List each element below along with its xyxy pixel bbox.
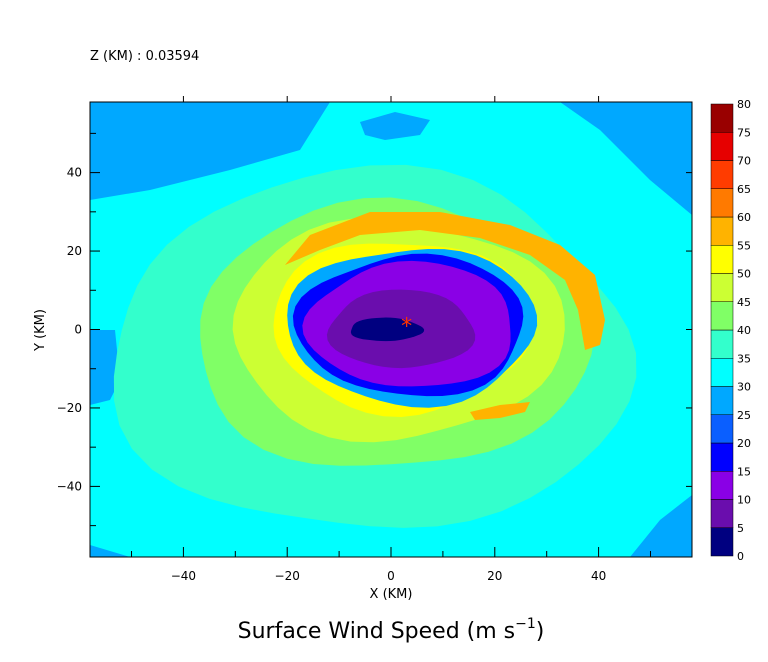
colorbar-label: 75 (737, 126, 751, 139)
colorbar-swatch (710, 499, 734, 528)
band-55-60-1 (470, 402, 530, 420)
colorbar-swatch (710, 527, 734, 557)
colorbar-swatch (710, 103, 734, 133)
contour-layers (113, 164, 637, 528)
corner-region-1 (560, 102, 692, 215)
y-tick-label: 0 (74, 323, 82, 337)
x-tick-label: 40 (591, 569, 606, 583)
colorbar-label: 60 (737, 211, 751, 224)
y-axis-ticks: −40 −20 0 20 40 (57, 132, 692, 527)
colorbar: 0 5 10 15 20 25 30 35 40 45 50 55 60 65 70 75 80 (710, 98, 751, 563)
colorbar-swatch (710, 386, 734, 415)
corner-region-2 (90, 330, 120, 405)
x-axis-ticks: −40 −20 0 20 40 (131, 96, 651, 583)
colorbar-label: 30 (737, 381, 751, 394)
colorbar-swatch (710, 216, 734, 246)
colorbar-swatch (710, 132, 734, 161)
band-55-60-0 (285, 212, 605, 350)
y-tick-label: 20 (67, 244, 82, 258)
corner-region-0 (90, 102, 330, 200)
colorbar-label: 55 (737, 239, 751, 252)
chart-title-main: Surface Wind Speed (m s (238, 619, 516, 644)
colorbar-label: 80 (737, 98, 751, 111)
colorbar-label: 10 (737, 494, 751, 507)
colorbar-label: 5 (737, 522, 744, 535)
chart-title-exponent: −1 (515, 616, 536, 632)
colorbar-label: 20 (737, 437, 751, 450)
colorbar-swatch (710, 358, 734, 387)
colorbar-swatch (710, 414, 734, 444)
colorbar-label: 25 (737, 409, 751, 422)
corner-regions (90, 102, 692, 557)
x-axis-label: X (KM) (370, 587, 413, 602)
y-tick-label: 40 (67, 166, 82, 180)
x-tick-label: −40 (171, 569, 196, 583)
colorbar-swatch (710, 273, 734, 302)
y-axis-label: Y (KM) (33, 309, 48, 352)
x-tick-label: −20 (275, 569, 300, 583)
storm-center-marker: * (401, 315, 412, 340)
contour-0-5 (350, 317, 425, 342)
colorbar-label: 15 (737, 465, 751, 478)
colorbar-label: 50 (737, 268, 751, 281)
colorbar-label: 0 (737, 550, 744, 563)
chart-title: Surface Wind Speed (m s−1) (238, 616, 545, 644)
plot-area: * (90, 102, 692, 557)
x-tick-label: 0 (387, 569, 395, 583)
colorbar-swatch (710, 471, 734, 500)
colorbar-swatch (710, 329, 734, 359)
y-tick-label: −20 (57, 401, 82, 415)
colorbar-swatch (710, 188, 734, 218)
corner-region-5 (360, 112, 430, 140)
colorbar-swatch (710, 442, 734, 472)
corner-region-3 (630, 495, 692, 557)
chart-title-suffix: ) (536, 619, 545, 644)
x-tick-label: 20 (487, 569, 502, 583)
colorbar-label: 45 (737, 296, 751, 309)
colorbar-swatch (710, 160, 734, 189)
colorbar-label: 35 (737, 352, 751, 365)
colorbar-swatch (710, 301, 734, 331)
colorbar-label: 65 (737, 183, 751, 196)
corner-region-4 (90, 545, 130, 557)
y-tick-label: −40 (57, 479, 82, 493)
colorbar-swatch (710, 245, 734, 274)
z-level-label: Z (KM) : 0.03594 (90, 49, 199, 64)
colorbar-label: 70 (737, 155, 751, 168)
high-speed-bands (285, 212, 605, 420)
colorbar-label: 40 (737, 324, 751, 337)
